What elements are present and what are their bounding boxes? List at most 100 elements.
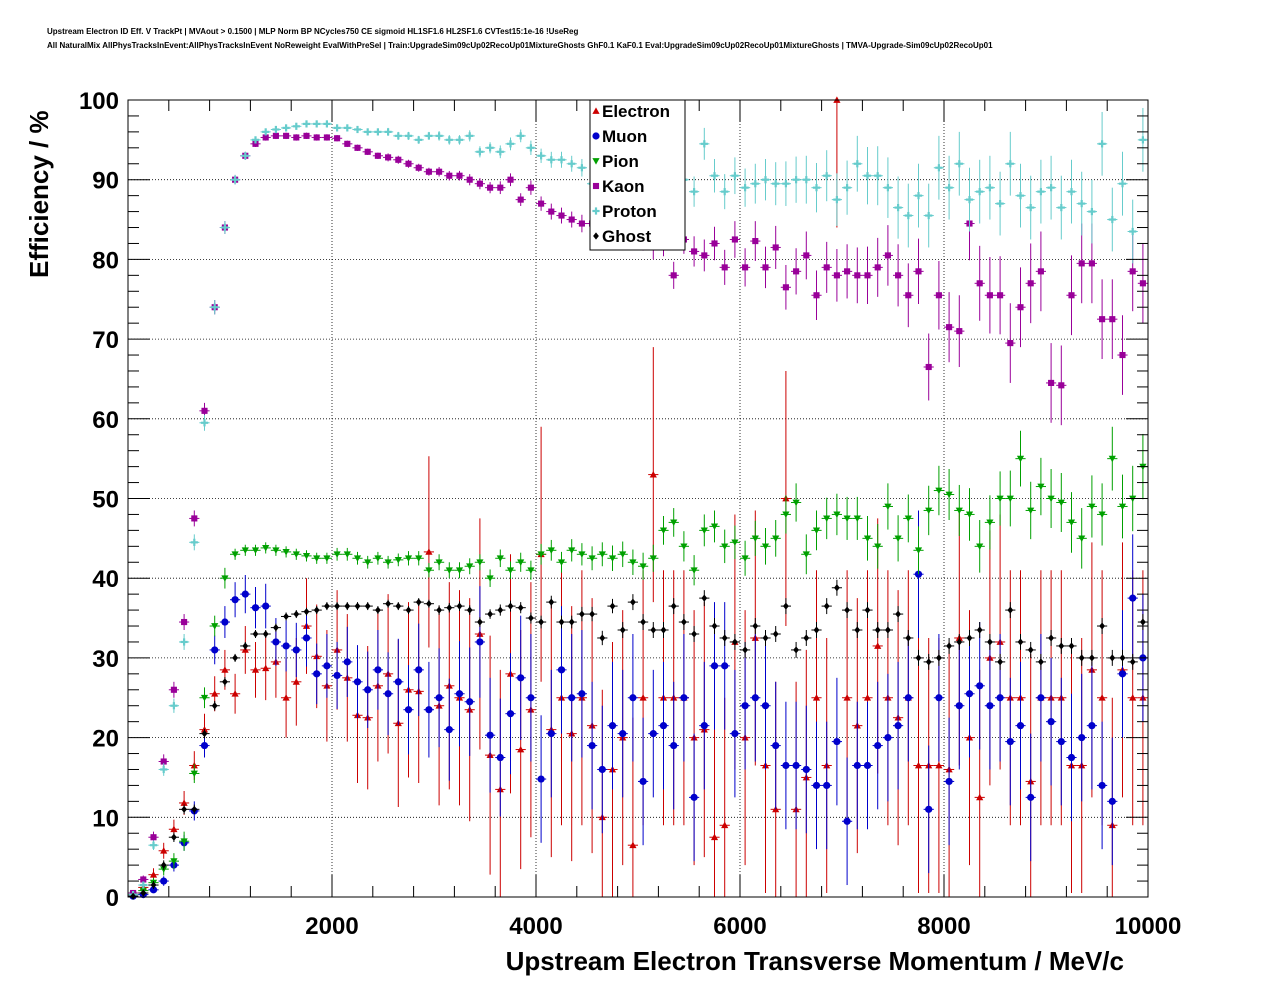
data-point bbox=[262, 134, 269, 141]
data-point bbox=[955, 702, 963, 710]
data-point bbox=[863, 535, 872, 542]
data-point bbox=[834, 584, 840, 592]
data-point bbox=[649, 470, 657, 478]
data-point bbox=[1027, 280, 1034, 287]
data-point bbox=[1068, 292, 1075, 299]
data-point bbox=[282, 124, 290, 132]
data-point bbox=[537, 551, 545, 558]
data-point bbox=[935, 292, 942, 299]
data-point bbox=[863, 694, 872, 701]
data-point bbox=[425, 706, 433, 714]
data-point bbox=[1129, 594, 1137, 602]
data-point bbox=[965, 690, 974, 698]
legend-marker bbox=[592, 158, 600, 165]
data-point bbox=[558, 618, 565, 626]
data-point bbox=[171, 833, 177, 841]
data-point bbox=[997, 658, 1003, 666]
data-point bbox=[793, 646, 799, 654]
data-point bbox=[1007, 606, 1014, 614]
data-point bbox=[251, 666, 260, 673]
data-point bbox=[925, 805, 933, 813]
data-point bbox=[1118, 670, 1127, 678]
data-point bbox=[619, 730, 627, 738]
data-point bbox=[160, 758, 167, 765]
data-point bbox=[976, 280, 983, 287]
data-point bbox=[1078, 654, 1085, 662]
data-point bbox=[354, 144, 361, 151]
data-point bbox=[344, 602, 351, 610]
data-point bbox=[527, 184, 534, 191]
data-point bbox=[752, 238, 759, 245]
data-point bbox=[854, 272, 861, 279]
data-point bbox=[231, 176, 239, 184]
data-point bbox=[517, 745, 525, 753]
data-point bbox=[436, 168, 443, 175]
data-point bbox=[997, 292, 1004, 299]
series-muon bbox=[128, 510, 1148, 900]
data-point bbox=[894, 203, 902, 212]
data-point bbox=[700, 527, 708, 534]
data-point bbox=[160, 877, 168, 885]
series-pion bbox=[128, 426, 1148, 899]
data-point bbox=[935, 164, 943, 172]
data-point bbox=[1016, 455, 1025, 463]
data-point bbox=[833, 272, 840, 279]
data-point bbox=[200, 419, 209, 427]
data-point bbox=[792, 176, 800, 184]
data-point bbox=[946, 324, 953, 331]
data-point bbox=[772, 630, 779, 638]
data-point bbox=[221, 618, 229, 626]
data-point bbox=[364, 559, 372, 566]
data-point bbox=[466, 132, 474, 140]
data-point bbox=[598, 765, 606, 774]
data-point bbox=[364, 128, 372, 136]
data-point bbox=[945, 184, 953, 192]
data-point bbox=[721, 188, 729, 196]
data-point bbox=[415, 164, 422, 171]
legend-marker bbox=[592, 107, 600, 114]
title-line-1: Upstream Electron ID Eff. V TrackPt | MV… bbox=[47, 27, 579, 36]
y-tick-label: 10 bbox=[92, 805, 119, 832]
series-proton bbox=[128, 107, 1148, 899]
data-point bbox=[404, 706, 413, 714]
data-point bbox=[945, 777, 953, 786]
data-point bbox=[1109, 654, 1116, 662]
data-point bbox=[1118, 180, 1127, 188]
legend: Electron Muon Pion Kaon Proton Ghost bbox=[589, 99, 686, 251]
data-point bbox=[945, 491, 953, 499]
data-point bbox=[273, 624, 279, 632]
data-point bbox=[965, 511, 974, 519]
data-point bbox=[823, 172, 831, 180]
data-point bbox=[731, 730, 739, 738]
data-point bbox=[200, 741, 209, 750]
data-point bbox=[486, 575, 494, 582]
data-point bbox=[803, 252, 810, 259]
data-point bbox=[1038, 658, 1044, 666]
data-point bbox=[1119, 654, 1126, 662]
data-point bbox=[262, 545, 270, 552]
data-point bbox=[435, 132, 443, 140]
data-point bbox=[456, 602, 463, 610]
data-point bbox=[568, 618, 575, 626]
data-point bbox=[323, 662, 331, 670]
data-point bbox=[557, 666, 566, 674]
data-point bbox=[1119, 351, 1126, 359]
legend-label: Pion bbox=[602, 152, 639, 171]
data-point bbox=[323, 555, 331, 562]
data-point bbox=[946, 642, 952, 650]
data-point bbox=[1129, 227, 1137, 236]
data-point bbox=[242, 642, 249, 650]
x-tick-label: 8000 bbox=[917, 913, 970, 940]
data-point bbox=[1057, 203, 1065, 212]
data-point bbox=[252, 140, 259, 147]
data-point bbox=[710, 523, 719, 530]
y-tick-label: 30 bbox=[92, 646, 119, 673]
data-point bbox=[415, 555, 423, 562]
data-point bbox=[1088, 722, 1096, 730]
data-point bbox=[293, 610, 300, 618]
data-point bbox=[925, 363, 932, 371]
data-point bbox=[476, 148, 484, 156]
data-point bbox=[751, 694, 759, 702]
data-point bbox=[160, 847, 168, 854]
